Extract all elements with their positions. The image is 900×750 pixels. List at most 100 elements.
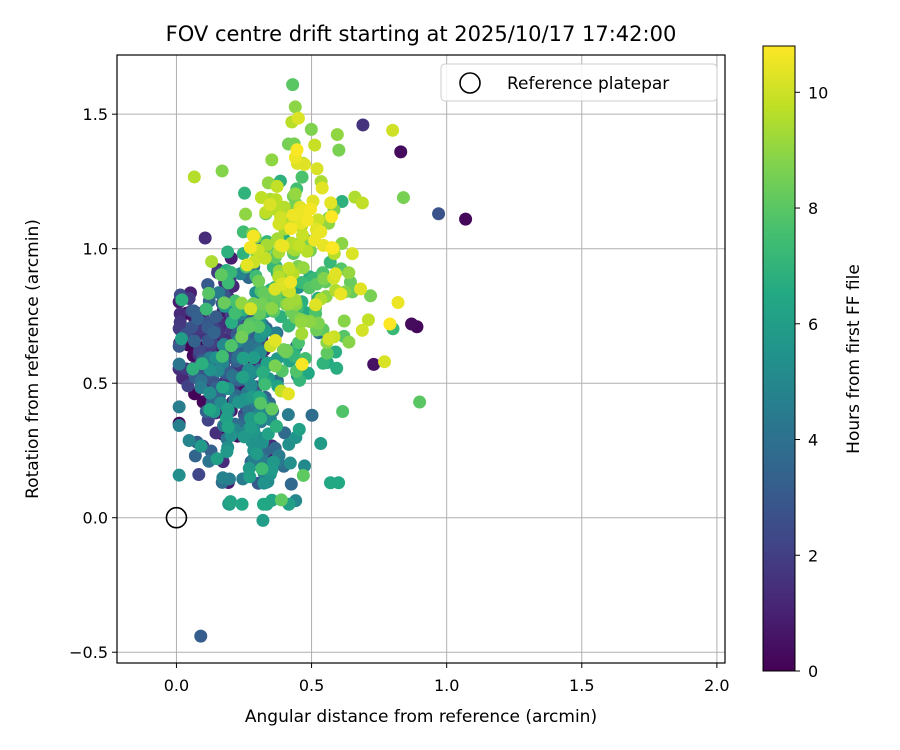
colorbar-gradient	[762, 45, 796, 672]
data-point	[263, 198, 277, 212]
data-point	[298, 157, 312, 171]
data-point	[432, 207, 446, 221]
y-tick-label: 0.0	[83, 509, 108, 528]
data-point	[175, 293, 189, 307]
colorbar-tick-label: 0	[808, 662, 818, 681]
data-point	[296, 261, 310, 275]
data-point	[256, 497, 270, 511]
data-point	[187, 170, 201, 184]
data-point	[274, 493, 288, 507]
data-point	[172, 468, 186, 482]
data-point	[244, 378, 258, 392]
data-point	[300, 213, 314, 227]
data-point	[332, 143, 346, 157]
data-point	[238, 186, 252, 200]
data-point	[224, 339, 238, 353]
data-point	[242, 320, 256, 334]
data-point	[237, 430, 251, 444]
data-point	[282, 261, 296, 275]
x-tick-label: 1.5	[569, 676, 594, 695]
reference-platepar-marker	[165, 506, 188, 529]
data-point	[270, 179, 284, 193]
data-point	[254, 190, 268, 204]
data-point	[181, 379, 195, 393]
data-point	[330, 128, 344, 142]
data-point	[191, 312, 205, 326]
data-point	[304, 202, 318, 216]
data-point	[268, 333, 282, 347]
data-point	[286, 208, 300, 222]
data-point	[361, 313, 375, 327]
data-point	[250, 447, 264, 461]
y-tick-label: 1.5	[83, 105, 108, 124]
data-point	[276, 239, 290, 253]
data-point	[265, 463, 279, 477]
data-point	[356, 118, 370, 132]
data-point	[281, 408, 295, 422]
colorbar-label: Hours from first FF file	[844, 264, 864, 454]
data-point	[246, 229, 260, 243]
data-point	[268, 359, 282, 373]
data-point	[320, 346, 334, 360]
data-point	[215, 349, 229, 363]
data-point	[286, 78, 300, 92]
colorbar-tick-label: 10	[808, 83, 828, 102]
colorbar-tick-label: 4	[808, 431, 818, 450]
data-point	[335, 195, 349, 209]
data-point	[221, 420, 235, 434]
data-point	[282, 319, 296, 333]
data-point	[345, 247, 359, 261]
chart-title: FOV centre drift starting at 2025/10/17 …	[166, 22, 677, 46]
data-point	[254, 411, 268, 425]
colorbar-tick-label: 8	[808, 199, 818, 218]
data-point	[198, 231, 212, 245]
data-point	[256, 513, 270, 527]
data-point	[269, 419, 283, 433]
colorbar: 0 2 4 6 8 10 Hours from first FF file	[762, 45, 864, 681]
data-point	[309, 298, 323, 312]
data-point	[308, 138, 322, 152]
y-axis-label: Rotation from reference (arcmin)	[23, 219, 43, 499]
legend-marker	[459, 72, 481, 94]
data-point	[242, 340, 256, 354]
data-point	[326, 241, 340, 255]
data-point	[235, 330, 249, 344]
data-point	[223, 495, 237, 509]
data-point	[405, 317, 419, 331]
data-point	[212, 286, 226, 300]
data-point	[220, 445, 234, 459]
data-point	[367, 357, 381, 371]
data-point	[256, 366, 270, 380]
data-point	[459, 212, 473, 226]
data-point	[386, 123, 400, 137]
data-point	[215, 164, 229, 178]
data-point	[261, 427, 275, 441]
data-point	[298, 459, 312, 473]
data-point	[296, 228, 310, 242]
data-point	[243, 241, 257, 255]
y-tick-label: 0.5	[83, 374, 108, 393]
legend-label: Reference platepar	[507, 74, 669, 94]
data-point	[192, 468, 206, 482]
data-point	[257, 286, 271, 300]
data-point	[172, 419, 186, 433]
data-point	[355, 323, 369, 337]
data-point	[314, 437, 328, 451]
data-point	[304, 122, 318, 136]
data-point	[240, 258, 254, 272]
data-point	[295, 357, 309, 371]
data-point	[221, 245, 235, 259]
data-point	[330, 361, 344, 375]
data-point	[364, 289, 378, 303]
data-point	[296, 468, 310, 482]
data-point	[174, 332, 188, 346]
data-point	[277, 343, 291, 357]
data-point	[317, 272, 331, 286]
data-point	[210, 452, 224, 466]
data-point	[288, 100, 302, 114]
data-point	[202, 286, 216, 300]
data-point	[209, 310, 223, 324]
data-point	[290, 143, 304, 157]
x-tick-label: 0.5	[299, 676, 324, 695]
